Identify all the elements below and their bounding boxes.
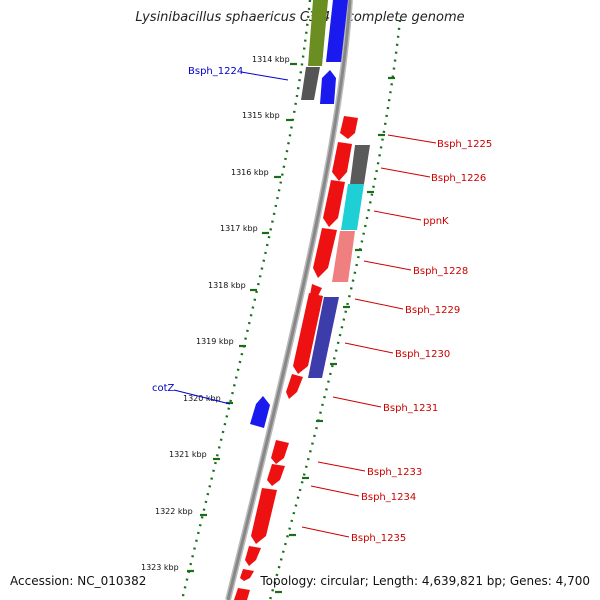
gene-reverse bbox=[240, 569, 254, 581]
backbone bbox=[225, 0, 353, 600]
tick-marks-left bbox=[187, 62, 297, 573]
gene-label-bsph-1229: Bsph_1229 bbox=[405, 305, 460, 316]
gene-label-cotz: cotZ bbox=[152, 383, 175, 394]
leader-lines-forward bbox=[173, 71, 289, 405]
gene-reverse-bsph-1234-a bbox=[267, 464, 285, 486]
forward-genes bbox=[250, 0, 348, 428]
cog-features bbox=[301, 0, 370, 378]
gene-label-ppnk: ppnK bbox=[423, 216, 449, 227]
gene-reverse-bsph-1226 bbox=[332, 142, 352, 181]
tick-label: 1321 kbp bbox=[169, 450, 207, 459]
gene-label-bsph-1224: Bsph_1224 bbox=[188, 66, 243, 77]
cog-feature-purple bbox=[308, 297, 339, 378]
gene-reverse bbox=[234, 588, 250, 600]
cog-feature-cyan bbox=[341, 184, 364, 230]
gene-reverse-bsph-1228 bbox=[313, 228, 337, 278]
gene-labels-reverse: Bsph_1225 Bsph_1226 ppnK Bsph_1228 Bsph_… bbox=[351, 139, 492, 544]
reverse-genes bbox=[234, 116, 358, 600]
gene-forward-bsph-1224 bbox=[320, 70, 336, 104]
gene-label-bsph-1233: Bsph_1233 bbox=[367, 467, 422, 478]
cog-feature-gray-2 bbox=[350, 145, 370, 184]
tick-track-left bbox=[180, 0, 312, 600]
tick-label: 1323 kbp bbox=[141, 563, 179, 572]
gene-reverse-ppnk bbox=[323, 180, 345, 227]
cog-feature-gray bbox=[301, 67, 320, 100]
gene-forward-cotz bbox=[250, 396, 270, 428]
gene-reverse-bsph-1231 bbox=[286, 374, 303, 399]
tick-label: 1316 kbp bbox=[231, 168, 269, 177]
gene-label-bsph-1228: Bsph_1228 bbox=[413, 266, 468, 277]
gene-label-bsph-1230: Bsph_1230 bbox=[395, 349, 450, 360]
gene-label-bsph-1226: Bsph_1226 bbox=[431, 173, 486, 184]
gene-label-bsph-1235: Bsph_1235 bbox=[351, 533, 406, 544]
gene-labels-forward: Bsph_1224 cotZ bbox=[152, 66, 243, 394]
tick-label: 1320 kbp bbox=[183, 394, 221, 403]
gene-reverse-bsph-1229 bbox=[310, 284, 322, 296]
tick-label: 1315 kbp bbox=[242, 111, 280, 120]
gene-reverse-bsph-1234-b bbox=[251, 488, 277, 544]
tick-label: 1314 kbp bbox=[252, 55, 290, 64]
tick-marks-right bbox=[275, 76, 395, 594]
gene-reverse-bsph-1233 bbox=[271, 440, 289, 464]
gene-reverse-bsph-1230 bbox=[293, 293, 323, 374]
accession-text: Accession: NC_010382 bbox=[10, 574, 147, 588]
gene-forward bbox=[326, 0, 348, 62]
tick-labels: 1314 kbp 1315 kbp 1316 kbp 1317 kbp 1318… bbox=[141, 55, 290, 572]
gene-label-bsph-1234: Bsph_1234 bbox=[361, 492, 416, 503]
tick-label: 1317 kbp bbox=[220, 224, 258, 233]
genome-summary-text: Topology: circular; Length: 4,639,821 bp… bbox=[260, 574, 590, 588]
cog-feature-olive bbox=[308, 0, 328, 66]
gene-label-bsph-1231: Bsph_1231 bbox=[383, 403, 438, 414]
tick-label: 1319 kbp bbox=[196, 337, 234, 346]
tick-label: 1318 kbp bbox=[208, 281, 246, 290]
leader-lines-reverse bbox=[301, 134, 437, 538]
map-title: Lysinibacillus sphaericus C3-41, complet… bbox=[135, 10, 465, 25]
tick-label: 1322 kbp bbox=[155, 507, 193, 516]
gene-reverse-bsph-1225 bbox=[340, 116, 358, 139]
gene-reverse-bsph-1235 bbox=[245, 546, 261, 566]
gene-label-bsph-1225: Bsph_1225 bbox=[437, 139, 492, 150]
cog-feature-salmon bbox=[332, 231, 355, 282]
